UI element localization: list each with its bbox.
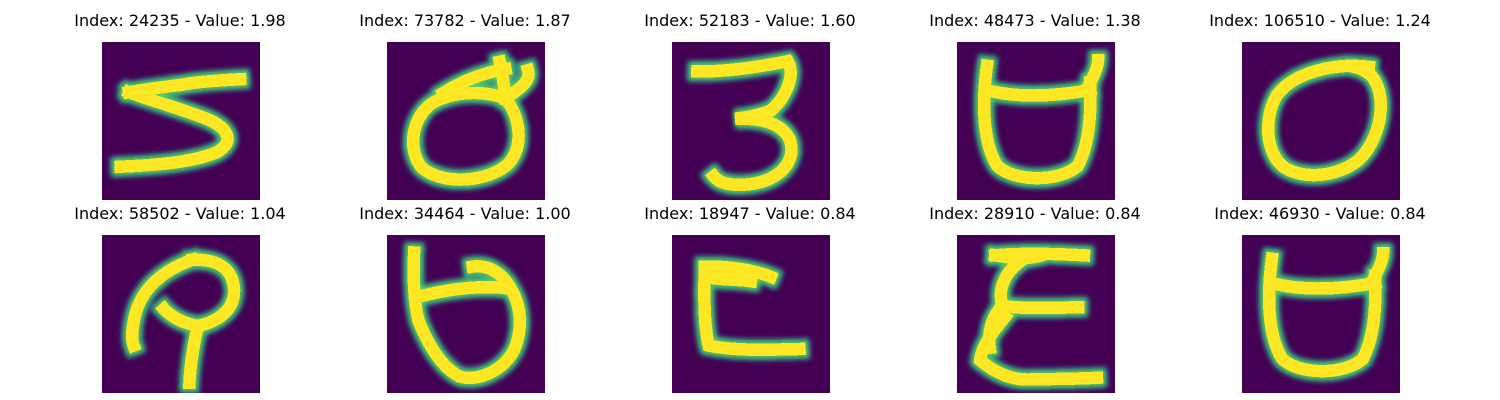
panel-title: Index: 73782 - Value: 1.87 (315, 7, 615, 35)
value-value: 0.84 (1390, 204, 1426, 223)
glyph-strokes (1258, 54, 1391, 186)
image-panel: Index: 34464 - Value: 1.00 (315, 200, 615, 393)
glyph-strokes (1258, 242, 1394, 382)
index-label: Index: (359, 11, 414, 30)
value-value: 1.60 (820, 11, 856, 30)
handwritten-glyph-image (102, 235, 260, 393)
index-label: Index: (929, 11, 984, 30)
value-value: 0.84 (1105, 204, 1141, 223)
index-value: 106510 (1263, 11, 1325, 30)
index-value: 58502 (128, 204, 180, 223)
value-value: 0.84 (820, 204, 856, 223)
image-panel: Index: 28910 - Value: 0.84 (885, 200, 1185, 393)
glyph-strokes (121, 246, 245, 393)
index-label: Index: (1214, 204, 1269, 223)
glyph-strokes (403, 241, 530, 388)
panel-title: Index: 18947 - Value: 0.84 (600, 200, 900, 228)
value-label: - Value: (1034, 11, 1106, 30)
value-value: 1.00 (535, 204, 571, 223)
panel-title: Index: 46930 - Value: 0.84 (1170, 200, 1470, 228)
value-label: - Value: (1324, 11, 1396, 30)
value-value: 1.87 (535, 11, 571, 30)
value-label: - Value: (749, 11, 821, 30)
image-panel: Index: 106510 - Value: 1.24 (1170, 7, 1470, 200)
image-panel: Index: 24235 - Value: 1.98 (30, 7, 330, 200)
index-label: Index: (74, 204, 129, 223)
value-label: - Value: (464, 204, 536, 223)
panel-title: Index: 48473 - Value: 1.38 (885, 7, 1185, 35)
index-value: 34464 (413, 204, 465, 223)
image-panel: Index: 73782 - Value: 1.87 (315, 7, 615, 200)
glyph-strokes (973, 49, 1109, 189)
value-value: 1.04 (250, 204, 286, 223)
panel-title: Index: 34464 - Value: 1.00 (315, 200, 615, 228)
index-label: Index: (359, 204, 414, 223)
index-label: Index: (644, 204, 699, 223)
handwritten-glyph-image (672, 42, 830, 200)
index-value: 18947 (698, 204, 750, 223)
panel-title: Index: 52183 - Value: 1.60 (600, 7, 900, 35)
image-panel: Index: 18947 - Value: 0.84 (600, 200, 900, 393)
glyph-strokes (694, 256, 810, 360)
glyph-strokes (687, 49, 802, 195)
panel-title: Index: 28910 - Value: 0.84 (885, 200, 1185, 228)
glyph-strokes (403, 49, 539, 190)
image-panel: Index: 52183 - Value: 1.60 (600, 7, 900, 200)
handwritten-glyph-image (1242, 235, 1400, 393)
value-value: 1.24 (1395, 11, 1431, 30)
value-label: - Value: (1034, 204, 1106, 223)
index-label: Index: (74, 11, 129, 30)
image-panel: Index: 46930 - Value: 0.84 (1170, 200, 1470, 393)
index-value: 46930 (1268, 204, 1320, 223)
panel-title: Index: 58502 - Value: 1.04 (30, 200, 330, 228)
value-label: - Value: (1319, 204, 1391, 223)
handwritten-glyph-image (102, 42, 260, 200)
glyph-strokes (110, 68, 251, 178)
panel-title: Index: 24235 - Value: 1.98 (30, 7, 330, 35)
value-label: - Value: (179, 11, 251, 30)
value-value: 1.38 (1105, 11, 1141, 30)
handwritten-glyph-image (387, 235, 545, 393)
handwritten-glyph-image (672, 235, 830, 393)
value-label: - Value: (749, 204, 821, 223)
glyph-strokes (969, 242, 1108, 390)
value-label: - Value: (179, 204, 251, 223)
index-value: 73782 (413, 11, 465, 30)
index-value: 48473 (983, 11, 1035, 30)
value-value: 1.98 (250, 11, 286, 30)
image-panel: Index: 48473 - Value: 1.38 (885, 7, 1185, 200)
index-value: 24235 (128, 11, 180, 30)
handwritten-glyph-image (957, 42, 1115, 200)
handwritten-glyph-image (957, 235, 1115, 393)
index-label: Index: (644, 11, 699, 30)
handwritten-glyph-image (387, 42, 545, 200)
index-value: 52183 (698, 11, 750, 30)
handwritten-glyph-image (1242, 42, 1400, 200)
index-label: Index: (929, 204, 984, 223)
image-panel: Index: 58502 - Value: 1.04 (30, 200, 330, 393)
value-label: - Value: (464, 11, 536, 30)
index-value: 28910 (983, 204, 1035, 223)
index-label: Index: (1209, 11, 1264, 30)
panel-title: Index: 106510 - Value: 1.24 (1170, 7, 1470, 35)
